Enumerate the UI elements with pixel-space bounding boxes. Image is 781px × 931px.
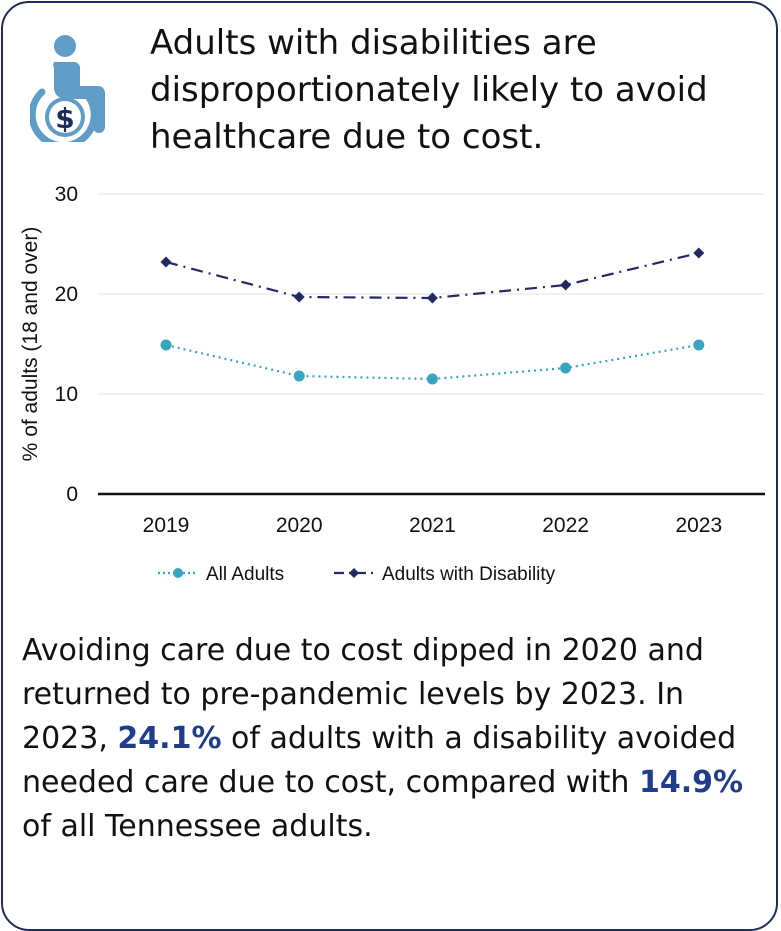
data-point (560, 362, 572, 374)
legend-label: All Adults (206, 564, 284, 585)
data-point (560, 279, 572, 291)
y-tick-label: 20 (55, 283, 78, 306)
summary-text: Avoiding care due to cost dipped in 2020… (22, 629, 762, 849)
x-tick-label: 2020 (276, 514, 323, 537)
data-point (160, 339, 172, 351)
legend-label: Adults with Disability (382, 564, 556, 585)
data-point (160, 256, 172, 268)
series-line-1 (165, 343, 699, 381)
series-line-2 (165, 251, 700, 300)
summary-part-2: of adults with a disability avoided need… (22, 721, 737, 800)
data-point (293, 291, 305, 303)
data-point (693, 247, 705, 259)
data-point (693, 339, 705, 351)
y-tick-label: 10 (55, 383, 78, 406)
x-tick-label: 2023 (675, 514, 722, 537)
disability-value: 24.1% (117, 721, 222, 756)
data-point (293, 370, 305, 382)
summary-part-3: of all Tennessee adults. (22, 809, 373, 844)
data-point (426, 373, 438, 385)
line-chart: 0 10 20 30 2019 2020 2021 2022 2023 % of adults (… (19, 183, 765, 585)
svg-text:$: $ (55, 102, 74, 135)
x-tick-label: 2021 (409, 514, 456, 537)
legend-marker (173, 568, 183, 578)
summary-part-1: Avoiding care due to cost dipped in 2020… (22, 633, 704, 756)
data-point (426, 292, 438, 304)
y-axis-label: % of adults (18 and over) (19, 227, 42, 462)
y-tick-label: 30 (55, 183, 78, 206)
headline: Adults with disabilities are disproporti… (150, 23, 708, 157)
legend-marker (349, 568, 359, 578)
x-tick-label: 2019 (143, 514, 190, 537)
y-tick-label: 0 (66, 483, 78, 506)
all-adults-value: 14.9% (638, 765, 744, 800)
x-tick-label: 2022 (542, 514, 589, 537)
wheelchair-dollar-icon: $ (30, 35, 105, 142)
